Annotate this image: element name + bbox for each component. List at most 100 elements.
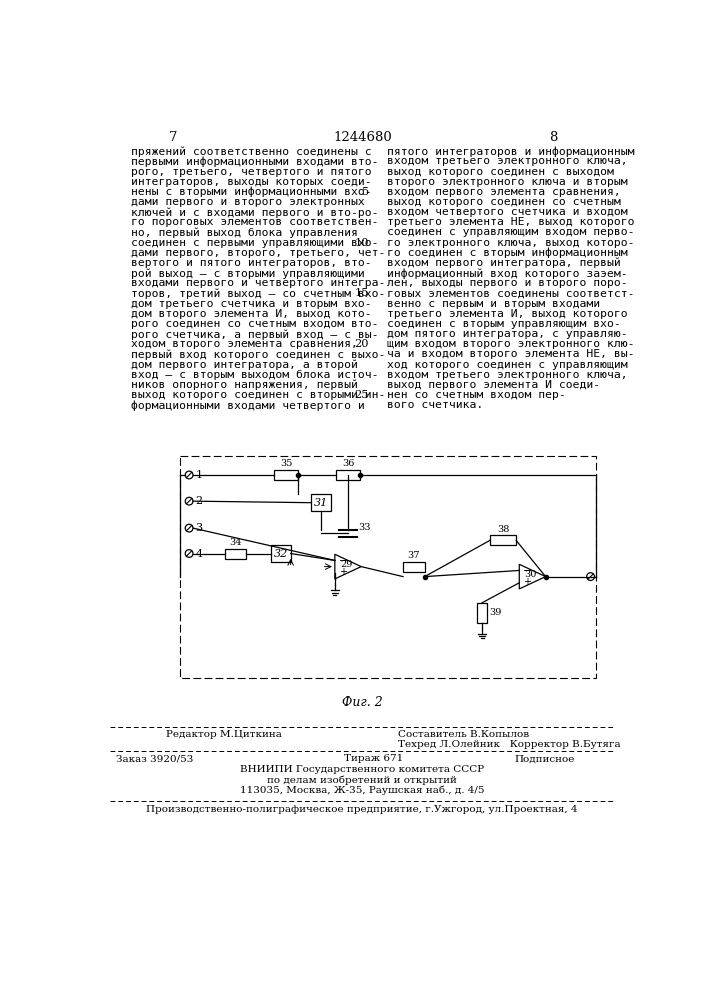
Text: го пороговых элементов соответствен-: го пороговых элементов соответствен- [131,217,378,227]
Text: входом первого элемента сравнения,: входом первого элемента сравнения, [387,187,621,197]
Bar [337,470,360,480]
Text: Фиг. 2: Фиг. 2 [341,696,382,709]
Text: соединен с управляющим входом перво-: соединен с управляющим входом перво- [387,227,634,237]
Text: вого счетчика.: вого счетчика. [387,400,483,410]
Text: 5: 5 [362,187,369,197]
Text: выход которого соединен со счетным: выход которого соединен со счетным [387,197,621,207]
Text: нен со счетным входом пер-: нен со счетным входом пер- [387,390,566,400]
Polygon shape [519,564,546,589]
Text: ВНИИПИ Государственного комитета СССР: ВНИИПИ Государственного комитета СССР [240,765,484,774]
Text: лен, выходы первого и второго поро-: лен, выходы первого и второго поро- [387,278,627,288]
Bar [490,535,516,545]
Text: 15: 15 [354,288,369,298]
Text: рого счетчика, а первый вход — с вы-: рого счетчика, а первый вход — с вы- [131,329,378,340]
Text: 37: 37 [408,551,420,560]
Text: входом третьего электронного ключа,: входом третьего электронного ключа, [387,370,627,380]
Text: выход которого соединен с выходом: выход которого соединен с выходом [387,167,614,177]
Text: щим входом второго электронного клю-: щим входом второго электронного клю- [387,339,634,349]
Text: Производственно-полиграфическое предприятие, г.Ужгород, ул.Проектная, 4: Производственно-полиграфическое предприя… [146,805,578,814]
Text: 33: 33 [358,523,370,532]
Text: Составитель В.Копылов: Составитель В.Копылов [398,730,530,739]
Text: дом второго элемента И, выход кото-: дом второго элемента И, выход кото- [131,309,372,319]
Text: говых элементов соединены соответст-: говых элементов соединены соответст- [387,288,634,298]
Text: 30: 30 [525,570,537,579]
Text: −: − [339,556,348,566]
Text: 1244680: 1244680 [333,131,392,144]
Text: 10: 10 [354,238,369,248]
Text: 3: 3 [195,523,202,533]
Text: интеграторов, выходы которых соеди-: интеграторов, выходы которых соеди- [131,177,372,187]
Text: третьего элемента НЕ, выход которого: третьего элемента НЕ, выход которого [387,217,634,227]
Text: 32: 32 [274,549,288,559]
Text: рой выход — с вторыми управляющими: рой выход — с вторыми управляющими [131,268,365,279]
Text: дами первого и второго электронных: дами первого и второго электронных [131,197,365,207]
Bar [403,562,425,572]
Text: пряжений соответственно соединены с: пряжений соответственно соединены с [131,146,372,157]
Text: нены с вторыми информационными вхо-: нены с вторыми информационными вхо- [131,187,372,197]
Text: Тираж 671: Тираж 671 [344,754,404,763]
Text: Техред Л.Олейник   Корректор В.Бутяга: Техред Л.Олейник Корректор В.Бутяга [398,740,621,749]
Text: 35: 35 [280,459,292,468]
Text: 8: 8 [549,131,558,144]
Text: входом четвертого счетчика и входом: входом четвертого счетчика и входом [387,207,627,217]
Text: дом третьего счетчика и вторым вхо-: дом третьего счетчика и вторым вхо- [131,299,372,309]
Text: вход — с вторым выходом блока источ-: вход — с вторым выходом блока источ- [131,370,378,380]
Text: 4: 4 [195,549,202,559]
Text: третьего элемента И, выход которого: третьего элемента И, выход которого [387,309,627,319]
Text: дом первого интегратора, а второй: дом первого интегратора, а второй [131,360,358,370]
Polygon shape [335,554,361,579]
Text: входом третьего электронного ключа,: входом третьего электронного ключа, [387,156,627,166]
Bar [477,603,487,623]
Text: но, первый выход блока управления: но, первый выход блока управления [131,227,358,238]
Text: выход которого соединен с вторыми ин-: выход которого соединен с вторыми ин- [131,390,385,400]
Text: 7: 7 [170,131,178,144]
Text: первыми информационными входами вто-: первыми информационными входами вто- [131,156,378,167]
Text: Заказ 3920/53: Заказ 3920/53 [115,754,193,763]
Text: ключей и с входами первого и вто-ро-: ключей и с входами первого и вто-ро- [131,207,378,218]
Text: венно с первым и вторым входами: венно с первым и вторым входами [387,299,600,309]
Text: 34: 34 [229,538,242,547]
Text: 20: 20 [354,339,369,349]
Text: 31: 31 [314,498,328,508]
Text: информационный вход которого заэем-: информационный вход которого заэем- [387,268,627,279]
Text: ход которого соединен с управляющим: ход которого соединен с управляющим [387,360,627,370]
Text: 2: 2 [195,496,202,506]
Text: 38: 38 [497,525,509,534]
Text: пятого интеграторов и информационным: пятого интеграторов и информационным [387,146,634,157]
Text: дом пятого интегратора, с управляю-: дом пятого интегратора, с управляю- [387,329,627,339]
Text: 25: 25 [354,390,369,400]
Text: первый вход которого соединен с выхо-: первый вход которого соединен с выхо- [131,349,385,360]
Text: дами первого, второго, третьего, чет-: дами первого, второго, третьего, чет- [131,248,385,258]
Text: ходом второго элемента сравнения,: ходом второго элемента сравнения, [131,339,358,349]
Text: рого соединен со счетным входом вто-: рого соединен со счетным входом вто- [131,319,378,329]
Text: ников опорного напряжения, первый: ников опорного напряжения, первый [131,380,358,390]
Text: 39: 39 [489,608,502,617]
Text: го соединен с вторым информационным: го соединен с вторым информационным [387,248,627,258]
Bar [274,470,298,480]
Text: вертого и пятого интеграторов, вто-: вертого и пятого интеграторов, вто- [131,258,372,268]
Bar [225,549,247,559]
Text: формационными входами четвертого и: формационными входами четвертого и [131,400,365,411]
Text: входами первого и четвертого интегра-: входами первого и четвертого интегра- [131,278,385,288]
Text: выход первого элемента И соеди-: выход первого элемента И соеди- [387,380,600,390]
Text: 29: 29 [340,560,353,569]
Text: входом первого интегратора, первый: входом первого интегратора, первый [387,258,621,268]
Text: −: − [523,566,532,576]
Text: Редактор М.Циткина: Редактор М.Циткина [166,730,282,739]
Text: торов, третий выход — со счетным вхо-: торов, третий выход — со счетным вхо- [131,288,385,299]
Text: го электронного ключа, выход которо-: го электронного ключа, выход которо- [387,238,634,248]
Text: +: + [523,577,531,587]
Text: 113035, Москва, Ж-35, Раушская наб., д. 4/5: 113035, Москва, Ж-35, Раушская наб., д. … [240,785,484,795]
Text: второго электронного ключа и вторым: второго электронного ключа и вторым [387,177,627,187]
Text: рого, третьего, четвертого и пятого: рого, третьего, четвертого и пятого [131,167,372,177]
Text: 1: 1 [195,470,202,480]
Text: Подписное: Подписное [515,754,575,763]
Text: соединен с первыми управляющими вхо-: соединен с первыми управляющими вхо- [131,238,378,248]
Text: по делам изобретений и открытий: по делам изобретений и открытий [267,775,457,785]
Bar [271,545,291,562]
Text: соединен с вторым управляющим вхо-: соединен с вторым управляющим вхо- [387,319,621,329]
Text: ча и входом второго элемента НЕ, вы-: ча и входом второго элемента НЕ, вы- [387,349,634,359]
Text: 36: 36 [341,459,354,468]
Bar [311,494,331,511]
Text: +: + [339,567,346,577]
